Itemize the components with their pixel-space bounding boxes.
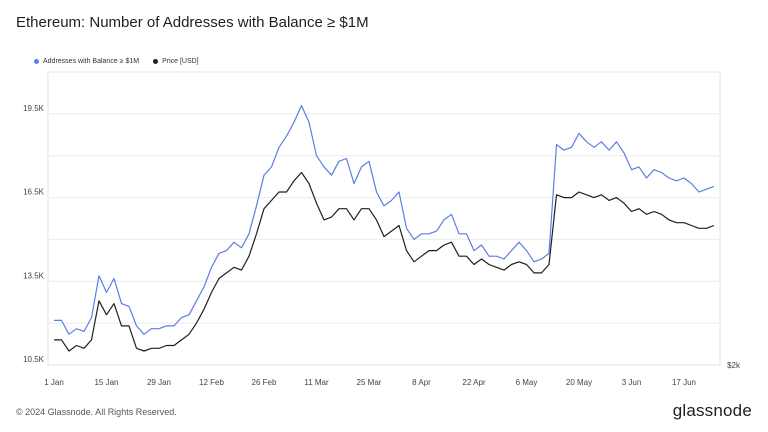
- legend-dot-addresses: [34, 59, 39, 64]
- x-tick-label: 15 Jan: [94, 378, 118, 387]
- chart-legend: Addresses with Balance ≥ $1M Price [USD]: [34, 58, 199, 65]
- x-tick-label: 26 Feb: [252, 378, 277, 387]
- x-tick-label: 29 Jan: [147, 378, 171, 387]
- series-line-addresses: [54, 104, 715, 335]
- x-tick-label: 25 Mar: [357, 378, 382, 387]
- x-tick-label: 8 Apr: [412, 378, 431, 387]
- legend-item-price[interactable]: Price [USD]: [153, 58, 199, 65]
- legend-dot-price: [153, 59, 159, 64]
- y-tick-label: 13.5K: [23, 271, 45, 280]
- y-tick-label: 16.5K: [23, 188, 45, 197]
- x-tick-label: 17 Jun: [672, 378, 696, 387]
- legend-item-addresses[interactable]: Addresses with Balance ≥ $1M: [34, 58, 139, 65]
- x-tick-label: 6 May: [516, 378, 538, 387]
- legend-label-price: Price [USD]: [162, 58, 199, 65]
- y-tick-label: 19.5K: [23, 104, 45, 113]
- x-tick-label: 20 May: [566, 378, 592, 387]
- x-tick-label: 3 Jun: [622, 378, 642, 387]
- legend-label-addresses: Addresses with Balance ≥ $1M: [43, 58, 140, 65]
- series-line-price: [54, 171, 715, 352]
- glassnode-logo: glassnode: [672, 401, 752, 420]
- x-tick-label: 11 Mar: [304, 378, 329, 387]
- copyright-footer: © 2024 Glassnode. All Rights Reserved.: [16, 407, 177, 417]
- plot-frame: [47, 71, 721, 366]
- y-tick-label: 10.5K: [23, 355, 45, 364]
- x-tick-label: 22 Apr: [462, 378, 485, 387]
- x-tick-label: 1 Jan: [44, 378, 64, 387]
- page-title: Ethereum: Number of Addresses with Balan…: [16, 14, 369, 31]
- right-axis-label: $2k: [727, 361, 741, 370]
- x-tick-label: 12 Feb: [199, 378, 224, 387]
